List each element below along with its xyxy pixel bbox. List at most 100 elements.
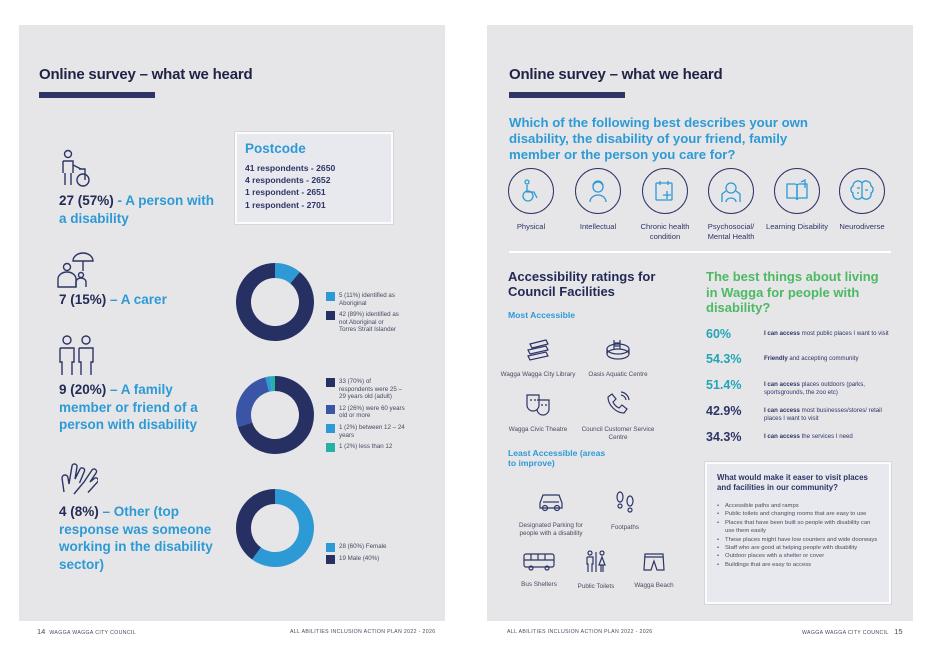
hands-icon xyxy=(61,463,98,495)
postcode-line: 41 respondents - 2650 xyxy=(245,163,336,173)
page-number: 14 xyxy=(37,627,46,636)
left-page: Online survey – what we heard 27 (57%) -… xyxy=(19,25,445,621)
legend-swatch xyxy=(326,404,335,414)
footprints-icon xyxy=(616,491,634,513)
facility-aquatic-centre: Oasis Aquatic Centre xyxy=(578,336,658,379)
improve-item: Public toilets and changing rooms that a… xyxy=(717,510,879,519)
car-icon xyxy=(539,494,563,512)
legend-swatch xyxy=(326,292,335,301)
donut-slice xyxy=(270,376,275,392)
brain-icon xyxy=(850,180,874,200)
legend-swatch xyxy=(326,443,335,453)
legend-item: 33 (70%) of respondents were 25 – 29 yea… xyxy=(326,378,406,401)
best-things-title: The best things about living in Wagga fo… xyxy=(706,269,879,315)
gender-legend: 28 (60%) Female 19 Male (40%) xyxy=(326,543,402,566)
disability-question: Which of the following best describes yo… xyxy=(509,115,808,162)
footer-left-plan: ALL ABILITIES INCLUSION ACTION PLAN 2022… xyxy=(290,629,436,635)
donut-slice xyxy=(265,376,272,392)
legend-item: 42 (89%) identified as not Aboriginal or… xyxy=(326,311,402,334)
family-icon xyxy=(59,335,94,375)
donut-slice xyxy=(236,489,275,560)
medical-folder-icon xyxy=(655,181,673,201)
ratings-title: Accessibility ratings for Council Facili… xyxy=(508,269,656,299)
postcode-line: 1 respondent - 2651 xyxy=(245,187,326,198)
disability-neurodiverse: Neurodiverse xyxy=(827,168,897,232)
postcode-line: 4 respondents - 2652 xyxy=(245,175,331,186)
facility-library: Wagga Wagga City Library xyxy=(498,336,578,379)
stat-disability: 27 (57%) - A person with a disability xyxy=(59,193,215,226)
improve-box: What would make it easer to visit places… xyxy=(705,462,891,604)
donut-slice xyxy=(237,376,314,454)
postcode-line: 1 respondent - 2701 xyxy=(245,199,326,210)
section-divider xyxy=(509,251,891,253)
disability-learning: Learning Disability xyxy=(762,168,832,232)
title-underline xyxy=(509,92,625,98)
legend-item: 5 (11%) identified as Aboriginal xyxy=(326,292,402,307)
facility-civic-theatre: Wagga Civic Theatre xyxy=(498,391,578,434)
page-title: Online survey – what we heard xyxy=(39,66,253,83)
page-title: Online survey – what we heard xyxy=(509,66,723,83)
disability-physical: Physical xyxy=(496,168,566,232)
books-icon xyxy=(527,339,549,361)
gender-donut-chart xyxy=(236,489,314,567)
stat-carer: 7 (15%) – A carer xyxy=(59,292,167,307)
theatre-icon xyxy=(526,394,550,416)
page-number: 15 xyxy=(894,627,903,636)
legend-swatch xyxy=(326,543,335,552)
improve-item: Outdoor places with a shelter or cover xyxy=(717,552,879,561)
donut-slice xyxy=(252,489,314,567)
wheelchair-icon xyxy=(522,179,538,202)
stat-other: 4 (8%) – Other (top response was someone… xyxy=(59,504,213,572)
facility-customer-service: Council Customer Service Centre xyxy=(578,391,658,442)
facility-public-toilets: Public Toilets xyxy=(556,550,636,591)
legend-swatch xyxy=(326,554,335,564)
legend-item: 19 Male (40%) xyxy=(326,554,402,564)
footer-right-plan: ALL ABILITIES INCLUSION ACTION PLAN 2022… xyxy=(507,629,653,635)
most-accessible-label: Most Accessible xyxy=(508,310,576,320)
disability-intellectual: Intellectual xyxy=(563,168,633,232)
donut-slice xyxy=(236,377,270,428)
head-hands-icon xyxy=(721,182,741,203)
legend-item: 1 (2%) less than 12 xyxy=(326,443,406,453)
facility-bus-shelters: Bus Shelters xyxy=(499,552,579,589)
title-underline xyxy=(39,92,155,98)
improve-heading: What would make it easer to visit places… xyxy=(717,473,868,492)
donut-slice xyxy=(236,263,314,341)
stat-family: 9 (20%) – A family member or friend of a… xyxy=(59,382,198,432)
pool-icon xyxy=(606,340,630,360)
person-with-wheelchair-icon xyxy=(62,149,90,187)
aboriginal-donut-chart xyxy=(236,263,314,341)
head-profile-icon xyxy=(589,180,607,203)
improve-item: Buildings that are easy to access xyxy=(717,561,879,570)
donut-slice xyxy=(275,263,300,284)
improve-item: Accessible paths and ramps xyxy=(717,502,879,511)
right-page: Online survey – what we heard Which of t… xyxy=(487,25,913,621)
bus-icon xyxy=(523,553,555,571)
legend-item: 1 (2%) between 12 – 24 years xyxy=(326,423,406,439)
improve-item: Staff who are good at helping people wit… xyxy=(717,544,879,553)
carer-with-umbrella-icon xyxy=(57,252,94,288)
improve-item: These places might have low counters and… xyxy=(717,536,879,545)
least-accessible-label: Least Accessible (areas to improve) xyxy=(508,448,606,468)
legend-item: 12 (26%) were 60 years old or more xyxy=(326,404,406,420)
age-donut-chart xyxy=(236,376,314,454)
book-icon xyxy=(786,178,808,201)
footer-left-page: 14 WAGGA WAGGA CITY COUNCIL xyxy=(37,627,136,636)
legend-swatch xyxy=(326,423,335,433)
legend-item: 28 (60%) Female xyxy=(326,543,402,552)
postcode-heading: Postcode xyxy=(245,141,306,156)
postcode-box: Postcode 41 respondents - 2650 4 respond… xyxy=(235,132,393,224)
legend-swatch xyxy=(326,311,335,321)
aboriginal-legend: 5 (11%) identified as Aboriginal 42 (89%… xyxy=(326,292,402,338)
phone-icon xyxy=(607,391,630,414)
footer-right-council: WAGGA WAGGA CITY COUNCIL 15 xyxy=(802,627,903,636)
facility-parking: Designated Parking for people with a dis… xyxy=(512,489,590,538)
facility-footpaths: Footpaths xyxy=(586,489,664,532)
toilet-icon xyxy=(586,550,606,572)
legend-swatch xyxy=(326,378,335,387)
facility-wagga-beach: Wagga Beach xyxy=(614,551,694,590)
age-legend: 33 (70%) of respondents were 25 – 29 yea… xyxy=(326,378,406,455)
disability-mental-health: Psychosocial/ Mental Health xyxy=(696,168,766,241)
disability-chronic-health: Chronic health condition xyxy=(630,168,700,241)
improve-item: Places that have been built so people wi… xyxy=(717,519,879,536)
